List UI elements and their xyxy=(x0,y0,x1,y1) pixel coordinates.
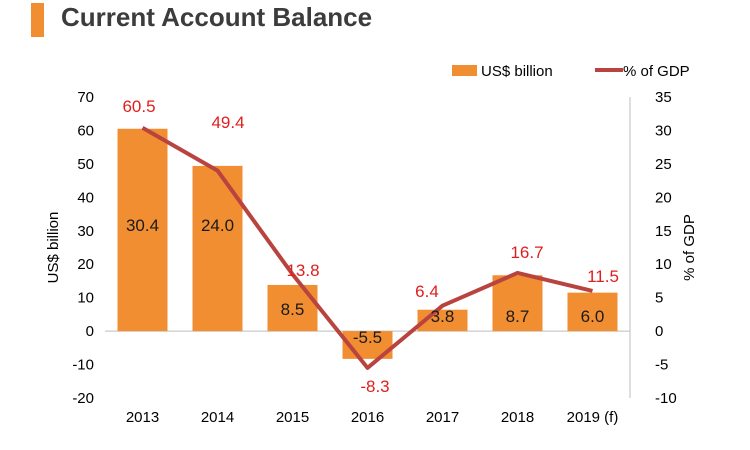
y2-tick-label: -5 xyxy=(655,357,668,374)
axes: 706050403020100-10-2035302520151050-5-10… xyxy=(45,89,698,426)
y-tick-label: 0 xyxy=(86,323,94,340)
usd-value-label: 13.8 xyxy=(286,261,319,280)
x-tick-label: 2019 (f) xyxy=(567,409,619,426)
y-tick-label: -10 xyxy=(72,357,94,374)
x-tick-label: 2018 xyxy=(501,409,534,426)
pct-gdp-line-path xyxy=(141,126,593,370)
y2-tick-label: 30 xyxy=(655,122,672,139)
legend: US$ billion % of GDP xyxy=(452,63,690,80)
bar xyxy=(192,165,243,332)
y2-tick-label: -10 xyxy=(655,390,677,407)
usd-value-label: 16.7 xyxy=(510,243,543,262)
y2-tick-label: 25 xyxy=(655,156,672,173)
bar xyxy=(567,292,618,332)
data-labels: 30.4 24.0 8.5 -5.5 3.8 8.7 6.0 60.5 49.4 13.8 -8.3… xyxy=(122,97,618,396)
pct-gdp-value-label: 8.7 xyxy=(506,307,530,326)
y-tick-label: 60 xyxy=(77,122,94,139)
y-tick-label: -20 xyxy=(72,390,94,407)
y2-tick-label: 15 xyxy=(655,223,672,240)
pct-gdp-line xyxy=(141,126,593,370)
bar xyxy=(492,275,543,332)
chart-title: Current Account Balance xyxy=(61,2,373,32)
y2-axis-title: % of GDP xyxy=(681,214,698,281)
pct-gdp-value-label: 8.5 xyxy=(281,300,305,319)
y2-tick-label: 35 xyxy=(655,89,672,106)
y-tick-label: 10 xyxy=(77,290,94,307)
x-tick-label: 2017 xyxy=(426,409,459,426)
title-accent-bar xyxy=(31,3,44,37)
y-tick-label: 50 xyxy=(77,156,94,173)
bar xyxy=(117,128,168,332)
usd-value-label: 60.5 xyxy=(122,97,155,116)
y-axis-title: US$ billion xyxy=(45,212,62,284)
y2-tick-label: 10 xyxy=(655,256,672,273)
usd-value-label: 11.5 xyxy=(587,267,619,286)
usd-value-label: 49.4 xyxy=(211,113,244,132)
pct-gdp-value-label: 6.0 xyxy=(581,307,605,326)
legend-bar-swatch xyxy=(452,65,477,76)
y2-tick-label: 0 xyxy=(655,323,663,340)
pct-gdp-value-label: 3.8 xyxy=(431,307,455,326)
pct-gdp-value-label: 30.4 xyxy=(126,216,159,235)
pct-gdp-value-label: -5.5 xyxy=(353,328,382,347)
x-tick-label: 2014 xyxy=(201,409,234,426)
y2-tick-label: 5 xyxy=(655,290,663,307)
usd-value-label: 6.4 xyxy=(415,282,439,301)
x-tick-label: 2016 xyxy=(351,409,384,426)
x-tick-label: 2013 xyxy=(126,409,159,426)
y-tick-label: 40 xyxy=(77,189,94,206)
y-tick-label: 70 xyxy=(77,89,94,106)
y-tick-label: 20 xyxy=(77,256,94,273)
x-tick-label: 2015 xyxy=(276,409,309,426)
usd-value-label: -8.3 xyxy=(360,377,389,396)
legend-bar-label: US$ billion xyxy=(481,63,553,80)
legend-line-label: % of GDP xyxy=(623,63,690,80)
y-tick-label: 30 xyxy=(77,223,94,240)
pct-gdp-value-label: 24.0 xyxy=(201,216,234,235)
y2-tick-label: 20 xyxy=(655,189,672,206)
